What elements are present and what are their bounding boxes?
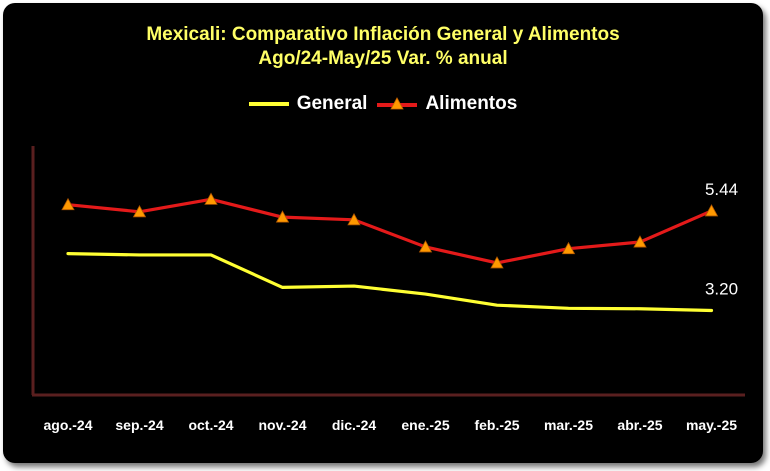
data-label-general: 3.20 — [705, 280, 738, 299]
x-tick-label: ago.-24 — [43, 417, 92, 433]
data-point-alimentos — [132, 204, 147, 218]
data-point-alimentos — [347, 212, 361, 226]
x-tick-label: dic.-24 — [332, 417, 377, 433]
legend-label-alimentos: Alimentos — [425, 93, 518, 114]
x-tick-label: oct.-24 — [188, 417, 233, 433]
data-point-alimentos — [275, 210, 290, 223]
data-label-alimentos: 5.44 — [705, 180, 738, 199]
chart-frame: Mexicali: Comparativo Inflación General … — [3, 3, 763, 463]
legend-label-general: General — [296, 93, 368, 114]
data-point-alimentos — [418, 240, 433, 253]
x-tick-label: ene.-25 — [401, 417, 449, 433]
series-line-alimentos — [66, 197, 714, 265]
legend-swatch-alimentos — [377, 96, 418, 112]
chart-title-line1: Mexicali: Comparativo Inflación General … — [146, 24, 620, 45]
x-tick-label: mar.-25 — [544, 417, 593, 433]
legend-item-general: General — [248, 93, 368, 115]
legend-swatch-general — [248, 96, 289, 112]
series-line-general — [66, 252, 714, 313]
x-tick-label: abr.-25 — [617, 417, 662, 433]
legend-item-alimentos: Alimentos — [377, 93, 517, 115]
data-point-alimentos — [204, 192, 218, 205]
data-point-alimentos — [61, 197, 75, 211]
x-tick-label: feb.-25 — [474, 417, 519, 433]
data-point-alimentos — [561, 241, 576, 255]
data-point-alimentos — [633, 235, 647, 248]
data-point-alimentos — [704, 204, 719, 217]
plot-area: ago.-24 sep.-24 oct.-24 nov.-24 dic.-24 ene.-… — [31, 146, 745, 433]
x-tick-label: may.-25 — [686, 417, 737, 433]
chart-title-line2: Ago/24-May/25 Var. % anual — [258, 48, 508, 69]
x-tick-label: nov.-24 — [259, 417, 307, 433]
chart-legend: General Alimentos — [3, 93, 763, 115]
chart-title: Mexicali: Comparativo Inflación General … — [3, 23, 763, 71]
data-point-alimentos — [490, 256, 504, 269]
x-tick-label: sep.-24 — [115, 417, 163, 433]
